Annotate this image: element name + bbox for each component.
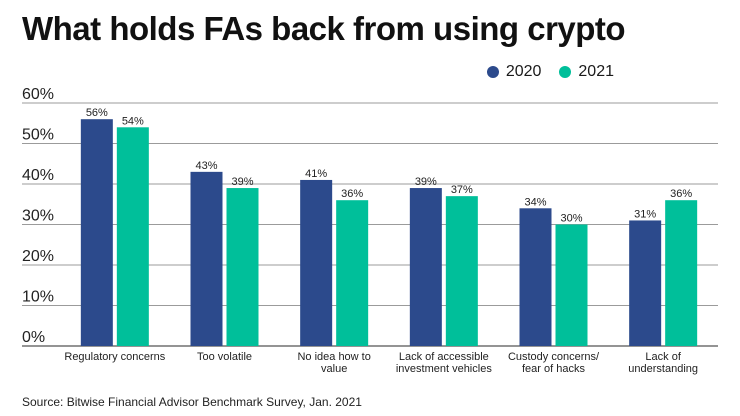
data-label-2021: 37% bbox=[451, 184, 473, 196]
data-label-2020: 34% bbox=[524, 196, 546, 208]
x-tick-label: Lack of accessible bbox=[399, 351, 489, 363]
x-tick-label: Regulatory concerns bbox=[64, 351, 165, 363]
legend-swatch-2021 bbox=[559, 66, 572, 78]
y-tick-label: 0% bbox=[22, 329, 45, 346]
data-label-2020: 39% bbox=[415, 176, 437, 188]
legend-item-2021: 2021 bbox=[559, 63, 614, 81]
data-label-2020: 56% bbox=[86, 107, 108, 119]
x-tick-label: value bbox=[321, 363, 347, 375]
y-tick-label: 30% bbox=[22, 208, 54, 225]
legend-label-2021: 2021 bbox=[578, 63, 614, 80]
y-tick-label: 60% bbox=[22, 86, 54, 103]
bar-2021 bbox=[226, 188, 259, 346]
legend: 2020 2021 bbox=[477, 63, 614, 81]
source-note: Source: Bitwise Financial Advisor Benchm… bbox=[22, 395, 362, 409]
data-label-2020: 31% bbox=[634, 208, 656, 220]
data-label-2021: 36% bbox=[341, 188, 363, 200]
bar-2020 bbox=[190, 171, 223, 346]
data-label-2020: 43% bbox=[195, 160, 217, 172]
data-label-2021: 39% bbox=[231, 176, 253, 188]
bar-2020 bbox=[629, 220, 662, 346]
bar-2021 bbox=[336, 200, 369, 346]
data-label-2020: 41% bbox=[305, 168, 327, 180]
bar-2020 bbox=[519, 208, 552, 346]
bar-2021 bbox=[116, 127, 149, 346]
y-tick-label: 10% bbox=[22, 289, 54, 306]
legend-swatch-2020 bbox=[486, 66, 499, 78]
data-label-2021: 30% bbox=[560, 213, 582, 225]
legend-item-2020: 2020 bbox=[486, 63, 542, 81]
bar-2020 bbox=[300, 179, 333, 346]
y-tick-label: 40% bbox=[22, 167, 54, 184]
x-tick-label: understanding bbox=[628, 363, 698, 375]
bar-2021 bbox=[445, 196, 478, 346]
bar-2020 bbox=[80, 119, 113, 346]
legend-label-2020: 2020 bbox=[505, 63, 542, 80]
x-tick-label: Lack of bbox=[645, 351, 681, 363]
x-tick-label: fear of hacks bbox=[522, 363, 585, 375]
x-tick-label: investment vehicles bbox=[396, 363, 492, 375]
y-tick-label: 20% bbox=[22, 248, 54, 265]
x-tick-label: Custody concerns/ bbox=[508, 351, 600, 363]
data-label-2021: 54% bbox=[122, 115, 144, 127]
data-label-2021: 36% bbox=[670, 188, 692, 200]
bar-2021 bbox=[555, 224, 588, 346]
x-tick-label: Too volatile bbox=[197, 351, 252, 363]
bar-2021 bbox=[665, 200, 698, 346]
chart-title: What holds FAs back from using crypto bbox=[22, 10, 626, 47]
x-tick-label: No idea how to bbox=[297, 351, 370, 363]
bar-2020 bbox=[409, 188, 442, 346]
y-tick-label: 50% bbox=[22, 127, 54, 144]
